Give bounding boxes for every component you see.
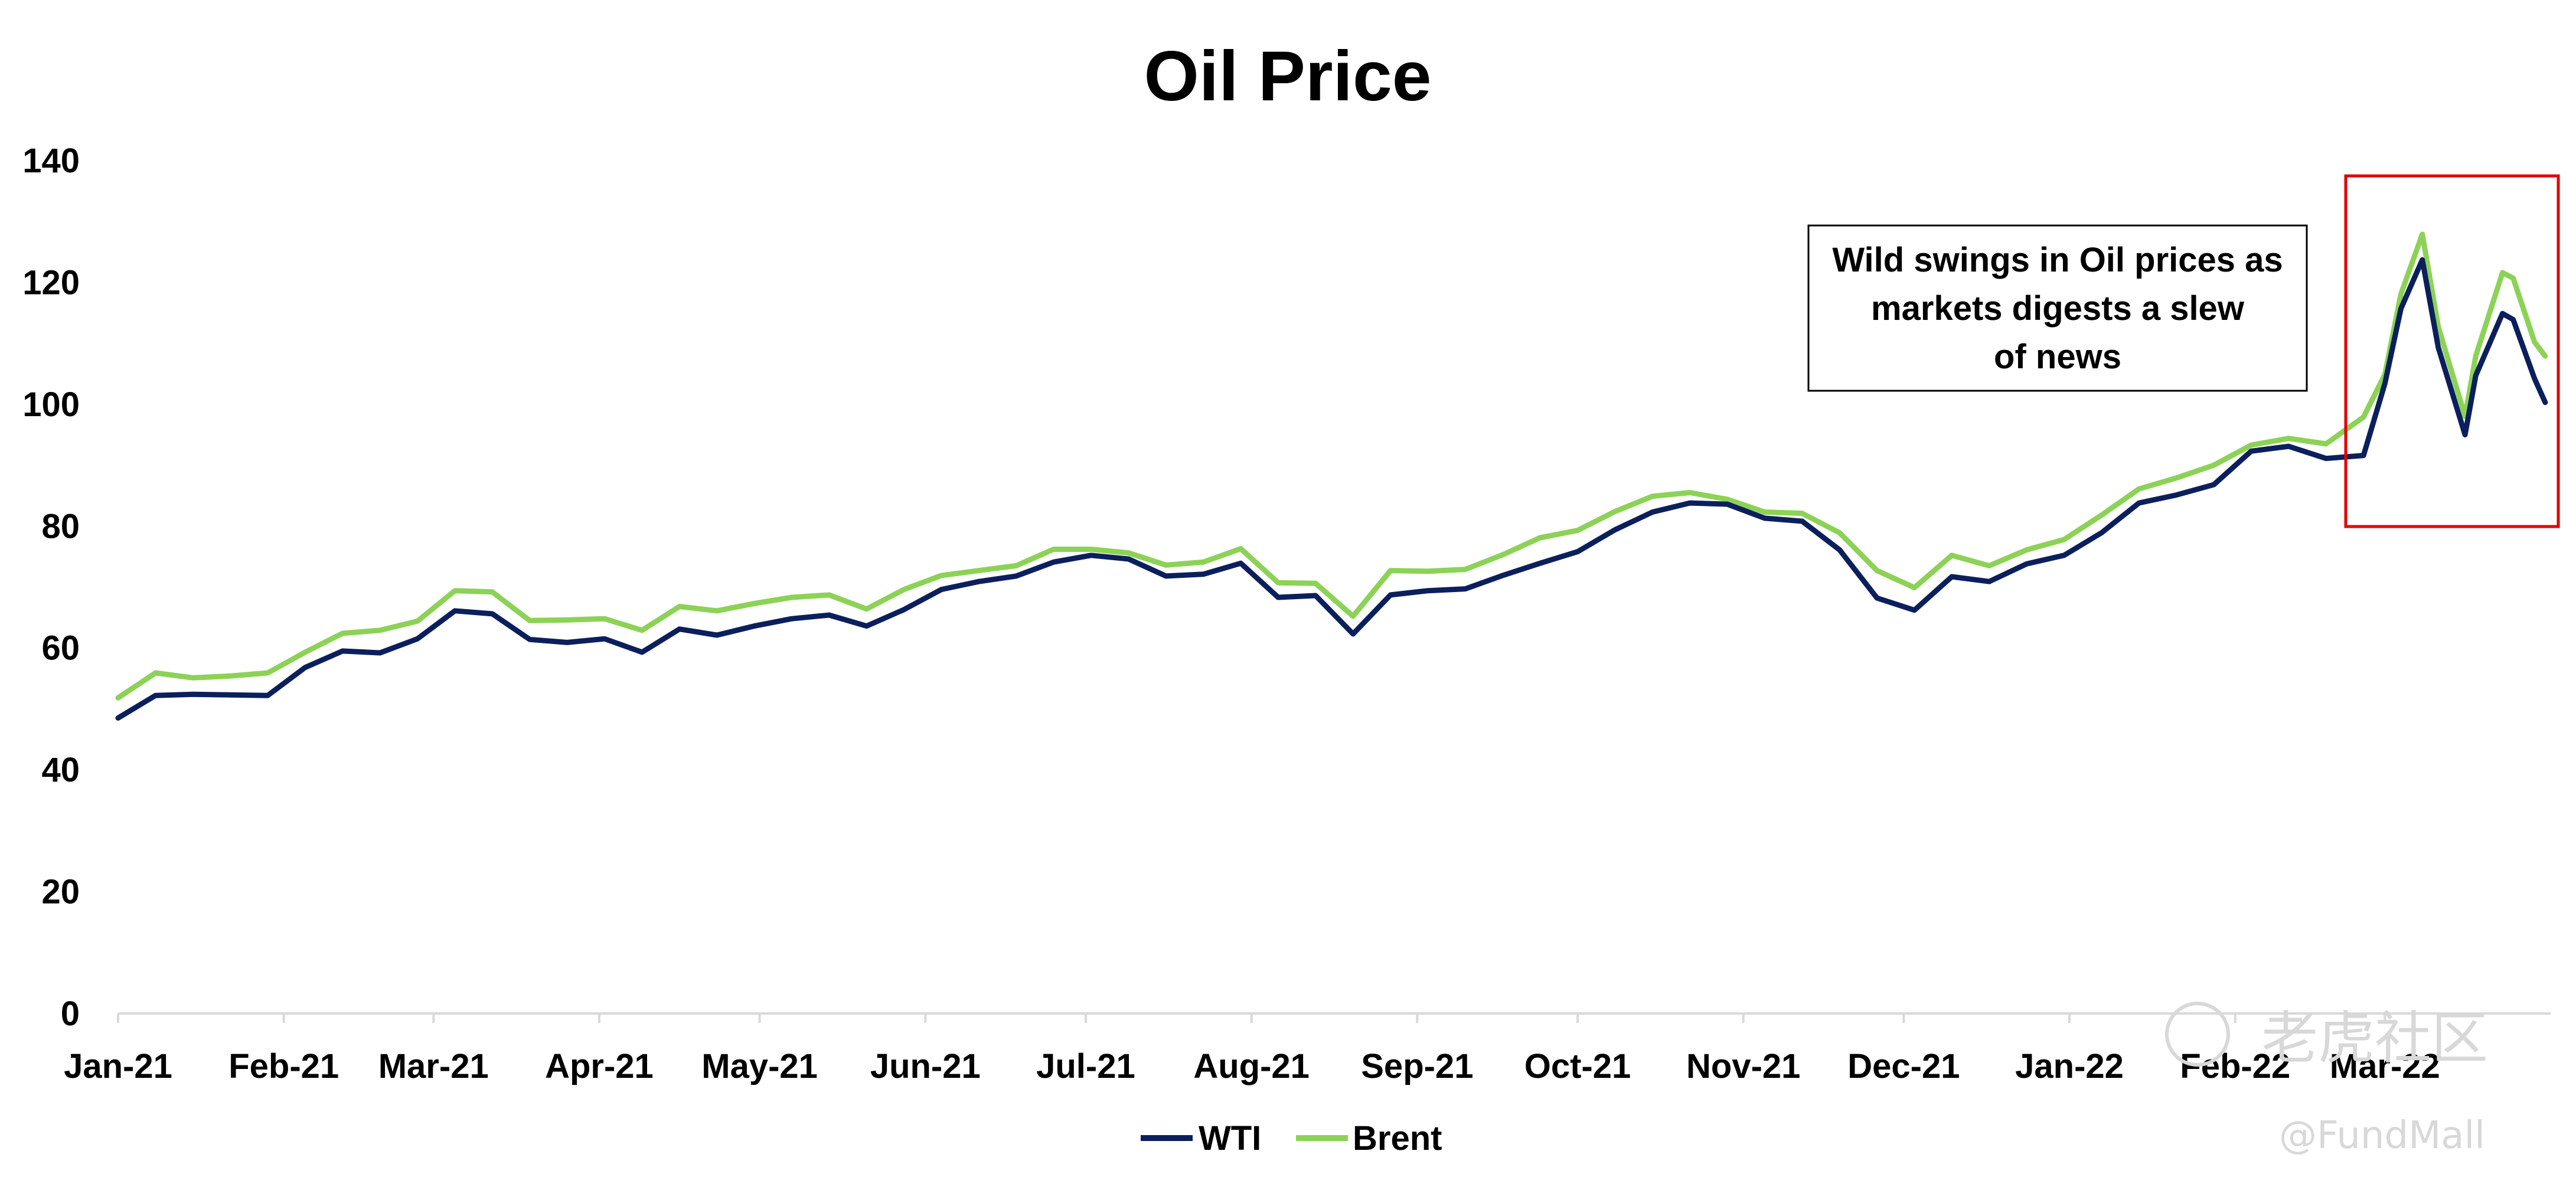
y-tick-label: 120: [22, 263, 80, 302]
y-tick-label: 80: [41, 507, 80, 545]
y-tick-label: 140: [22, 142, 80, 180]
x-tick-label: Apr-21: [545, 1047, 654, 1086]
chart-title: Oil Price: [1144, 37, 1432, 116]
legend: WTI Brent: [1141, 1119, 1442, 1158]
watermark-brand: 老虎社区: [2261, 1005, 2488, 1071]
x-tick-label: Jan-21: [64, 1047, 172, 1086]
annotation-line: markets digests a slew: [1871, 289, 2245, 328]
watermark: 老虎社区 @FundMall: [2165, 1002, 2488, 1158]
y-tick-label: 100: [22, 385, 80, 424]
y-tick-label: 40: [41, 751, 80, 789]
watermark-logo-icon: [2165, 1002, 2230, 1067]
x-tick-label: Mar-22: [2330, 1047, 2440, 1086]
annotation-line: of news: [1994, 338, 2121, 376]
x-tick-label: Dec-21: [1847, 1047, 1960, 1086]
brent-series-line: [115, 231, 2548, 701]
x-axis-ticks: Jan-21 Feb-21 Mar-21 Apr-21 May-21 Jun-21 Jul-…: [64, 1014, 2440, 1086]
y-tick-label: 20: [41, 873, 80, 911]
wti-series-line: [115, 257, 2548, 721]
annotation-text: Wild swings in Oil prices as markets dige…: [1832, 241, 2283, 376]
x-tick-label: Aug-21: [1193, 1047, 1310, 1086]
y-tick-label: 60: [41, 629, 80, 668]
x-tick-label: May-21: [701, 1047, 818, 1086]
y-tick-label: 0: [61, 995, 80, 1033]
y-axis-tick-labels: 0 20 40 60 80 100 120 140: [22, 142, 80, 1033]
x-tick-label: Sep-21: [1361, 1047, 1473, 1086]
x-tick-label: Mar-21: [378, 1047, 489, 1086]
x-tick-label: Jun-21: [870, 1047, 981, 1086]
watermark-handle: @FundMall: [2279, 1114, 2485, 1158]
legend-wti-label: WTI: [1199, 1119, 1261, 1158]
legend-brent-label: Brent: [1353, 1119, 1442, 1158]
x-tick-label: Feb-21: [228, 1047, 339, 1086]
x-tick-label: Jan-22: [2015, 1047, 2124, 1086]
highlight-box: [2344, 174, 2560, 528]
x-tick-label: Oct-21: [1524, 1047, 1631, 1086]
annotation-line: Wild swings in Oil prices as: [1832, 241, 2283, 279]
x-tick-label: Nov-21: [1686, 1047, 1800, 1086]
annotation-box: Wild swings in Oil prices as markets dige…: [1807, 224, 2308, 392]
x-tick-label: Jul-21: [1036, 1047, 1135, 1086]
